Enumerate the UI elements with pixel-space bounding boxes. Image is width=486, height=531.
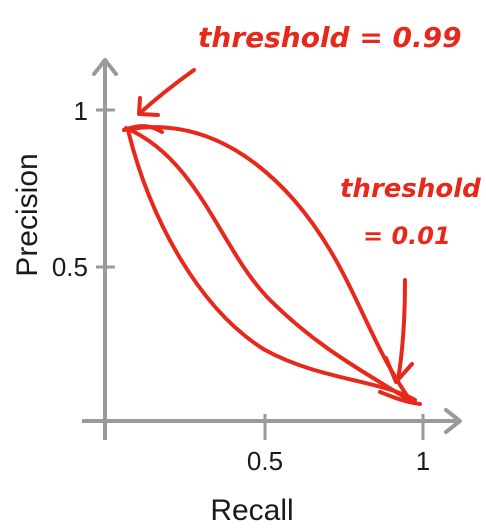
curve-upper — [122, 125, 412, 402]
annotation-low-threshold-line2: = 0.01 — [363, 222, 451, 250]
arrow-high-threshold-head — [137, 96, 160, 117]
arrow-low-threshold — [396, 278, 407, 382]
curve-lower — [126, 128, 417, 402]
x-axis-label: Recall — [210, 494, 293, 527]
y-tick-label-1: 1 — [74, 96, 88, 126]
axes: 0.5 1 0.5 1 Recall Precision — [11, 58, 462, 527]
annotation-high-threshold: threshold = 0.99 — [198, 21, 462, 54]
curve-middle — [124, 126, 414, 404]
y-axis-arrowhead — [92, 58, 118, 76]
annotation-low-threshold-line1: threshold — [340, 174, 481, 204]
arrow-low-threshold-head — [384, 356, 414, 384]
curve-end-tail — [378, 390, 422, 406]
y-axis-label: Precision — [11, 153, 44, 276]
arrow-high-threshold — [138, 68, 196, 115]
annotations: threshold = 0.99 threshold = 0.01 — [198, 21, 481, 250]
x-tick-label-1: 1 — [416, 446, 430, 476]
x-axis-arrowhead — [444, 408, 462, 434]
curve-start-loop — [122, 124, 164, 134]
annotation-arrows — [137, 68, 414, 384]
y-tick-label-0.5: 0.5 — [52, 252, 88, 282]
x-tick-label-0.5: 0.5 — [247, 446, 283, 476]
precision-recall-curves — [122, 124, 422, 406]
